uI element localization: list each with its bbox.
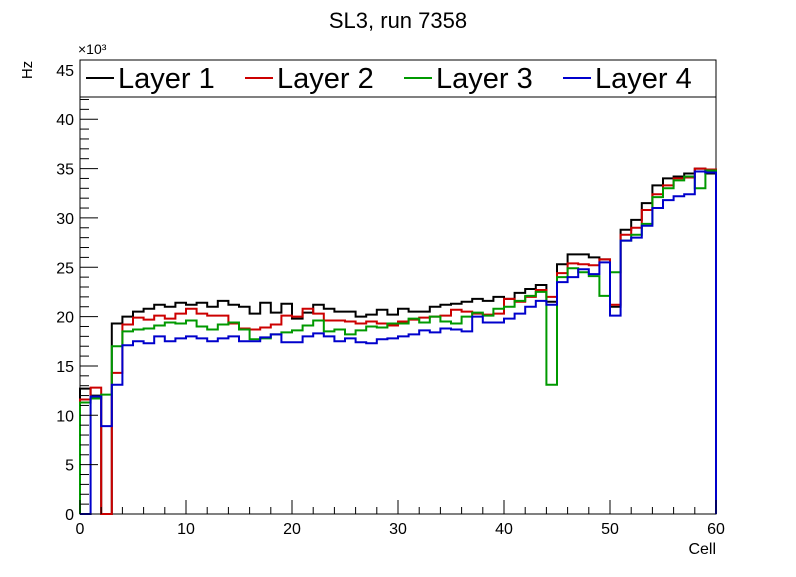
y-tick-label: 25 [56, 260, 74, 277]
x-tick-label: 50 [601, 521, 619, 538]
x-axis-label: Cell [688, 541, 716, 558]
legend-label-layer-1: Layer 1 [118, 63, 215, 95]
legend-label-layer-4: Layer 4 [595, 63, 692, 95]
y-tick-label: 0 [65, 507, 74, 524]
legend-box [79, 59, 717, 98]
legend-label-layer-3: Layer 3 [436, 63, 533, 95]
y-axis-label: Hz [19, 61, 36, 79]
x-tick-label: 10 [177, 521, 195, 538]
y-tick-label: 45 [56, 63, 74, 80]
x-tick-label: 60 [707, 521, 725, 538]
legend-label-layer-2: Layer 2 [277, 63, 374, 95]
y-tick-label: 15 [56, 359, 74, 376]
y-tick-label: 30 [56, 211, 74, 228]
y-tick-label: 5 [65, 458, 74, 475]
series-line-layer-1 [79, 167, 717, 515]
x-tick-label: 40 [495, 521, 513, 538]
series-line-layer-4 [80, 170, 717, 515]
x-tick-label: 20 [283, 521, 301, 538]
x-tick-label: 30 [389, 521, 407, 538]
y-tick-label: 40 [56, 112, 74, 129]
y-tick-label: 20 [56, 310, 74, 327]
y-tick-label: 35 [56, 162, 74, 179]
chart-title: SL3, run 7358 [329, 8, 467, 33]
series-line-layer-2 [79, 167, 717, 515]
x-tick-label: 0 [76, 521, 85, 538]
y-axis-multiplier: ×10³ [78, 41, 107, 57]
y-tick-label: 10 [56, 408, 74, 425]
